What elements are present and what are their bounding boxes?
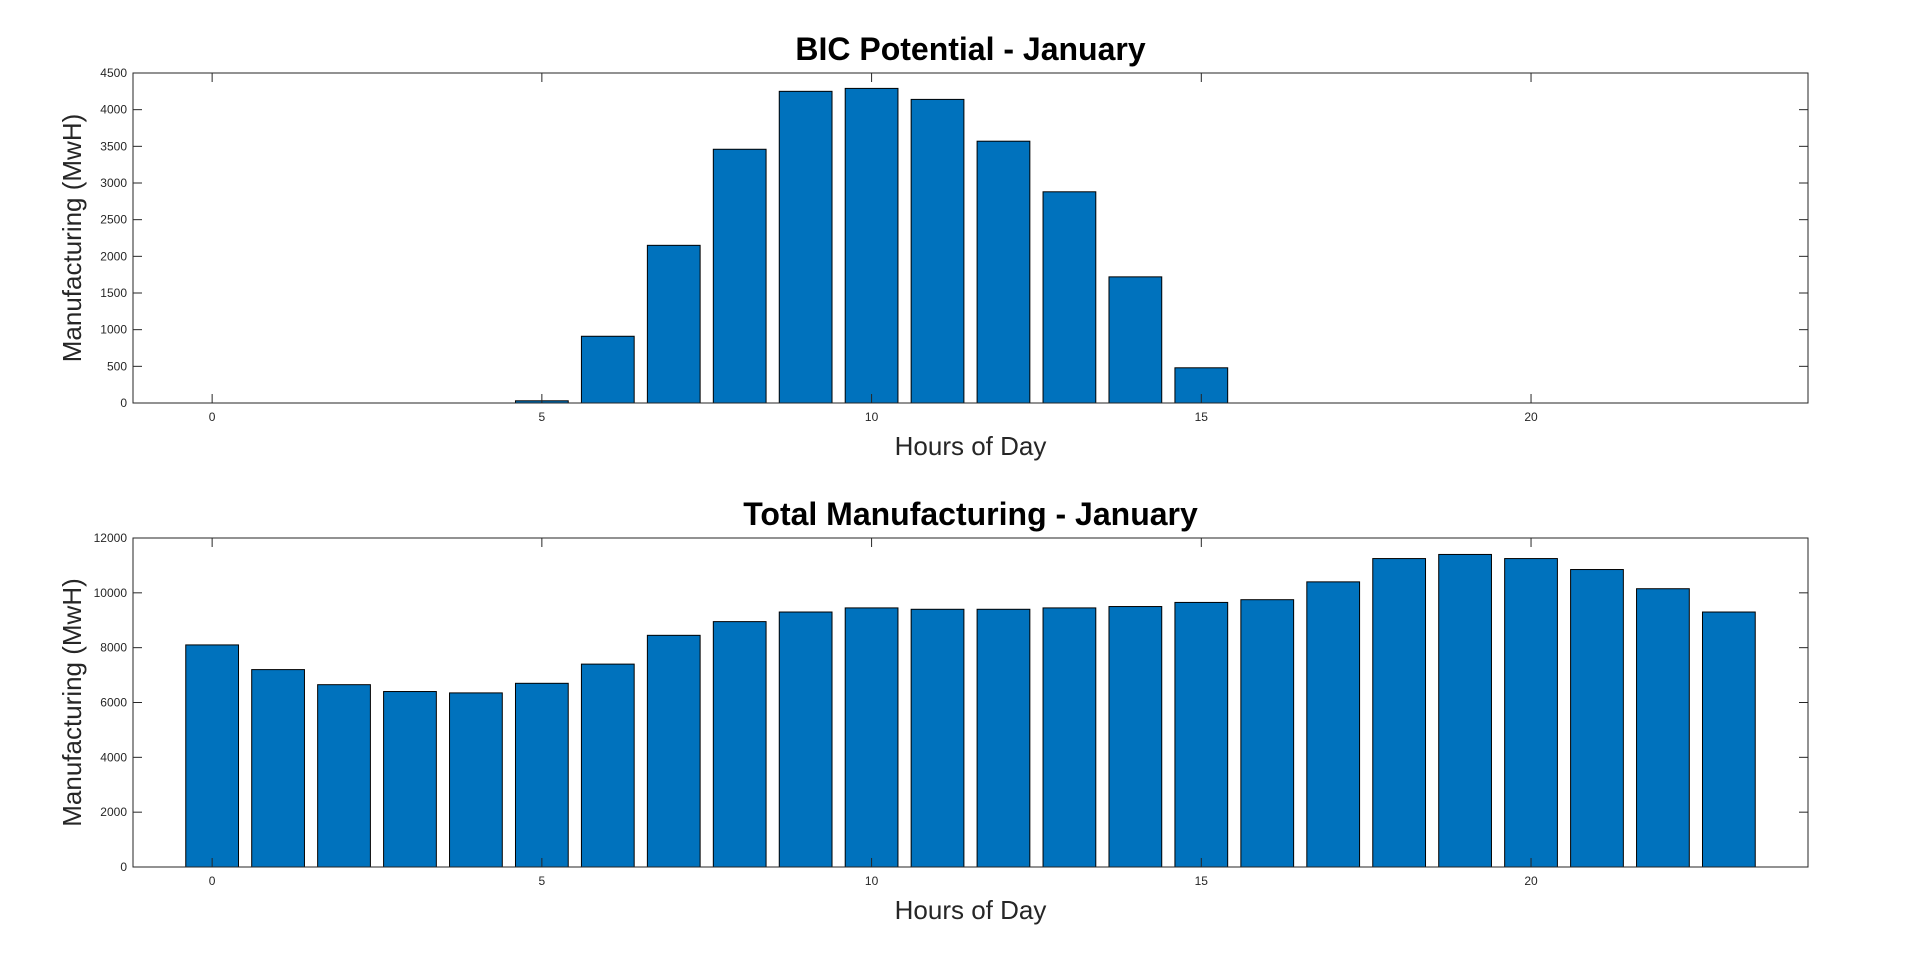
bar-hour-20	[1504, 558, 1558, 868]
x-tick-label: 20	[1524, 874, 1538, 888]
bar-hour-8	[712, 621, 767, 868]
y-tick-label: 4500	[100, 66, 127, 80]
bar-hour-11	[910, 608, 965, 868]
bar-hour-11	[910, 98, 965, 404]
x-tick-label: 15	[1195, 874, 1209, 888]
bar-hour-5	[514, 682, 569, 868]
bar-hour-10	[844, 87, 899, 404]
x-axis-label: Hours of Day	[895, 895, 1047, 925]
bar-hour-1	[251, 669, 305, 868]
bar-hour-13	[1042, 191, 1097, 404]
bar-hour-15	[1174, 367, 1229, 404]
chart-title: BIC Potential - January	[795, 31, 1146, 67]
axes-box	[132, 72, 1809, 404]
bar-hour-13	[1042, 607, 1097, 868]
plot-area	[133, 73, 1808, 403]
y-tick-label: 2000	[100, 249, 127, 263]
bar-hour-7	[646, 634, 701, 868]
bar-hour-21	[1570, 569, 1624, 868]
x-tick-label: 20	[1524, 410, 1538, 424]
y-tick-label: 12000	[94, 531, 128, 545]
y-tick-label: 2500	[100, 213, 127, 227]
bar-hour-18	[1372, 558, 1427, 868]
bar-hour-22	[1636, 588, 1690, 868]
bar-hour-16	[1240, 599, 1295, 868]
bar-hour-14	[1108, 606, 1163, 868]
y-tick-label: 8000	[100, 641, 127, 655]
x-tick-label: 5	[539, 410, 546, 424]
chart-1: 0 5 10 15 20 0 500 1000 1500 2000 2500 3000 3500 4000…	[57, 31, 1809, 461]
y-axis-label: Manufacturing (MwH)	[57, 578, 87, 827]
y-tick-label: 0	[120, 860, 127, 874]
bar-hour-8	[712, 148, 767, 404]
bar-hour-23	[1701, 611, 1756, 868]
x-tick-label: 0	[209, 410, 216, 424]
x-tick-label: 0	[209, 874, 216, 888]
chart-title: Total Manufacturing - January	[743, 496, 1198, 532]
y-tick-label: 4000	[100, 103, 127, 117]
bar-hour-4	[449, 692, 503, 868]
x-tick-label: 15	[1195, 410, 1209, 424]
bar-hour-3	[383, 691, 437, 868]
y-tick-label: 0	[120, 396, 127, 410]
y-axis-label: Manufacturing (MwH)	[57, 114, 87, 363]
y-tick-label: 3500	[100, 139, 127, 153]
bar-hour-7	[646, 244, 701, 404]
bar-hour-9	[778, 611, 833, 868]
bar-hour-12	[976, 608, 1031, 868]
bar-hour-15	[1174, 601, 1229, 868]
chart-2: 0 5 10 15 20 0 2000 4000 6000 8000 10000 12000 Total…	[57, 496, 1809, 925]
x-axis-label: Hours of Day	[895, 431, 1047, 461]
bar-hour-2	[317, 684, 371, 868]
bar-hour-12	[976, 140, 1031, 404]
x-tick-label: 10	[865, 874, 879, 888]
bar-hour-19	[1438, 553, 1492, 868]
y-tick-label: 4000	[100, 750, 127, 764]
bar-hour-6	[580, 663, 635, 868]
y-tick-label: 10000	[94, 586, 128, 600]
x-tick-label: 10	[865, 410, 879, 424]
bar-hour-14	[1108, 276, 1163, 404]
bar-hour-0	[185, 644, 240, 868]
x-tick-label: 5	[539, 874, 546, 888]
bar-hour-17	[1306, 581, 1361, 868]
bar-hour-6	[580, 335, 635, 404]
y-tick-label: 2000	[100, 805, 127, 819]
y-tick-label: 6000	[100, 696, 127, 710]
bar-hour-9	[778, 90, 833, 404]
y-tick-label: 500	[107, 359, 127, 373]
bar-hour-10	[844, 607, 899, 868]
y-tick-label: 3000	[100, 176, 127, 190]
y-tick-label: 1500	[100, 286, 127, 300]
y-tick-label: 1000	[100, 323, 127, 337]
